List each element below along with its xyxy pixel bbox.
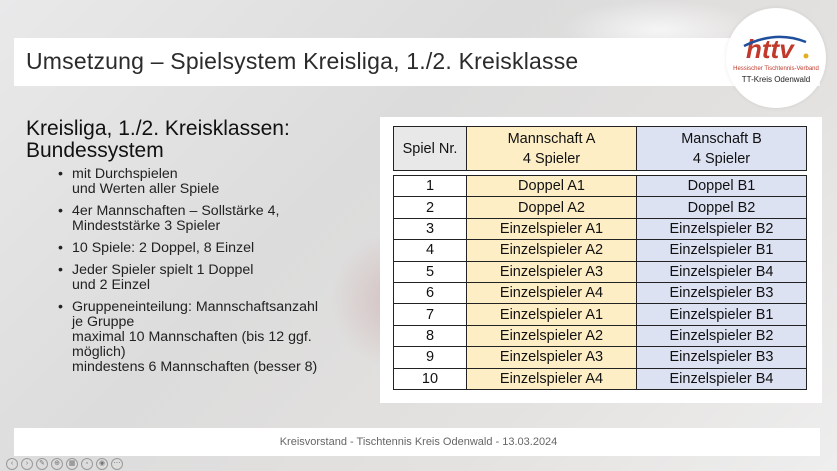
header-team-b: Manschaft B 4 Spieler	[636, 126, 807, 171]
game-number: 9	[393, 346, 467, 369]
bullet-item: 10 Spiele: 2 Doppel, 8 Einzel	[58, 241, 378, 257]
logo-subtitle: Hessischer Tischtennis-Verband	[733, 66, 819, 72]
more-icon[interactable]: ⋯	[111, 458, 123, 470]
table-row: 10 Einzelspieler A4 Einzelspieler B4	[393, 367, 807, 390]
team-b-player: Einzelspieler B3	[636, 346, 807, 369]
pen-icon[interactable]: ✎	[36, 458, 48, 470]
slide-footer: Kreisvorstand - Tischtennis Kreis Odenwa…	[279, 436, 558, 448]
team-a-player: Einzelspieler A3	[466, 346, 637, 369]
slide-title: Umsetzung – Spielsystem Kreisliga, 1./2.…	[26, 48, 579, 74]
header-team-a: Mannschaft A 4 Spieler	[466, 126, 637, 171]
table-row: 2 Doppel A2 Doppel B2	[393, 196, 807, 219]
table-row: 5 Einzelspieler A3 Einzelspieler B4	[393, 260, 807, 283]
grid-icon[interactable]: ▦	[66, 458, 78, 470]
team-b-player: Einzelspieler B4	[636, 367, 807, 390]
game-number: 5	[393, 260, 467, 283]
prev-icon[interactable]: ‹	[6, 458, 18, 470]
footer-bar	[14, 428, 820, 456]
team-b-player: Einzelspieler B1	[636, 303, 807, 326]
game-number: 10	[393, 367, 467, 390]
team-a-player: Einzelspieler A1	[466, 217, 637, 241]
zoom-icon[interactable]: ⊕	[51, 458, 63, 470]
table-row: 8 Einzelspieler A2 Einzelspieler B2	[393, 324, 807, 348]
header-team-b-players: 4 Spieler	[692, 150, 751, 167]
title-bar	[14, 38, 820, 86]
team-b-player: Einzelspieler B1	[636, 239, 807, 262]
heading-line-2: Bundessystem	[26, 139, 164, 162]
team-b-player: Doppel B2	[636, 196, 807, 219]
team-a-player: Einzelspieler A2	[466, 239, 637, 262]
heading-line-1: Kreisliga, 1./2. Kreisklassen:	[26, 117, 290, 140]
game-number: 4	[393, 239, 467, 262]
game-number: 3	[393, 217, 467, 241]
game-number: 8	[393, 324, 467, 348]
team-a-player: Einzelspieler A2	[466, 324, 637, 348]
team-b-player: Einzelspieler B4	[636, 260, 807, 283]
bullet-item: 4er Mannschaften – Sollstärke 4, Mindest…	[58, 204, 378, 234]
presentation-toolbar: ‹ › ✎ ⊕ ▦ ▫ ◉ ⋯	[6, 458, 123, 470]
section-heading: Kreisliga, 1./2. Kreisklassen: Bundessys…	[26, 118, 290, 162]
team-a-player: Einzelspieler A4	[466, 281, 637, 305]
httv-logo: httv Hessischer Tischtennis-Verband TT-K…	[726, 8, 826, 108]
game-table: 1 Doppel A1 Doppel B1 2 Doppel A2 Doppel B2 …	[393, 174, 807, 390]
team-a-player: Einzelspieler A4	[466, 367, 637, 390]
camera-icon[interactable]: ◉	[96, 458, 108, 470]
game-table-header: Spiel Nr. Mannschaft A 4 Spieler Manscha…	[393, 126, 807, 171]
bullet-item: mit Durchspielen und Werten aller Spiele	[58, 167, 378, 197]
next-icon[interactable]: ›	[21, 458, 33, 470]
table-row: 9 Einzelspieler A3 Einzelspieler B3	[393, 346, 807, 369]
team-a-player: Doppel A1	[466, 174, 637, 198]
team-b-player: Einzelspieler B2	[636, 217, 807, 241]
table-row: 3 Einzelspieler A1 Einzelspieler B2	[393, 217, 807, 241]
game-number: 2	[393, 196, 467, 219]
header-team-a-players: 4 Spieler	[522, 150, 581, 167]
bullet-list: mit Durchspielen und Werten aller Spiele…	[58, 167, 378, 382]
team-a-player: Doppel A2	[466, 196, 637, 219]
table-row: 7 Einzelspieler A1 Einzelspieler B1	[393, 303, 807, 326]
header-game-number: Spiel Nr.	[393, 126, 467, 171]
bullet-item: Jeder Spieler spielt 1 Doppel und 2 Einz…	[58, 263, 378, 293]
logo-letters: httv	[746, 34, 795, 64]
game-number: 1	[393, 174, 467, 198]
team-b-player: Einzelspieler B3	[636, 281, 807, 305]
header-team-a-name: Mannschaft A	[507, 130, 596, 147]
table-row: 6 Einzelspieler A4 Einzelspieler B3	[393, 281, 807, 305]
bullet-item: Gruppeneinteilung: Mannschaftsanzahl je …	[58, 300, 378, 375]
team-a-player: Einzelspieler A3	[466, 260, 637, 283]
table-row: 4 Einzelspieler A2 Einzelspieler B1	[393, 239, 807, 262]
table-row: 1 Doppel A1 Doppel B1	[393, 174, 807, 198]
team-a-player: Einzelspieler A1	[466, 303, 637, 326]
httv-logo-mark: httv	[743, 34, 809, 64]
header-team-b-name: Manschaft B	[681, 130, 762, 147]
logo-org: TT-Kreis Odenwald	[741, 75, 811, 84]
game-number: 6	[393, 281, 467, 305]
team-b-player: Doppel B1	[636, 174, 807, 198]
team-b-player: Einzelspieler B2	[636, 324, 807, 348]
subtitle-icon[interactable]: ▫	[81, 458, 93, 470]
game-number: 7	[393, 303, 467, 326]
